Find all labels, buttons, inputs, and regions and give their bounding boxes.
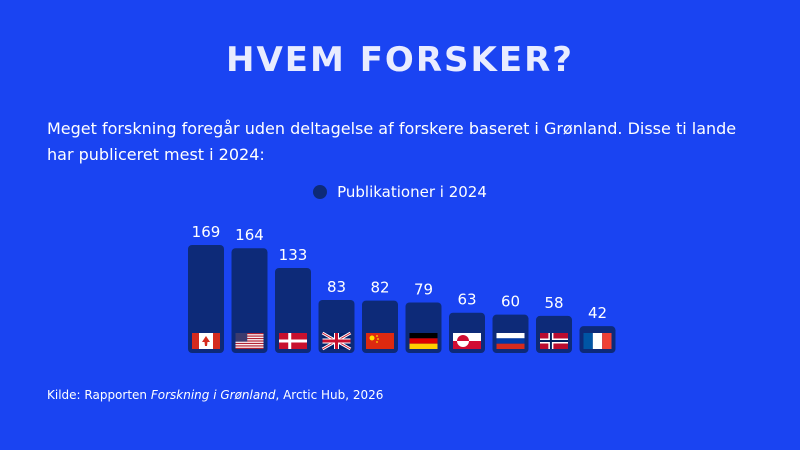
source-report-title: Forskning i Grønland [150,388,276,402]
usa-flag-icon [235,333,264,349]
china-flag-icon [366,333,394,349]
source-note: Kilde: Rapporten Forskning i Grønland, A… [47,388,383,402]
legend-swatch [313,185,328,199]
bar-value-label: 63 [457,291,476,309]
legend: Publikationer i 2024 [0,183,800,201]
canada-flag-icon [192,333,220,349]
chart-subtitle: Meget forskning foregår uden deltagelse … [47,119,737,164]
bar [231,248,268,353]
bar-value-label: 42 [588,304,607,322]
greenland-flag-icon [453,333,481,349]
denmark-flag-icon [279,333,307,349]
bar-value-label: 169 [192,223,221,241]
chart-title: HVEM FORSKER? [226,40,574,80]
bar-value-label: 60 [501,293,520,311]
bar-value-label: 82 [370,279,389,297]
legend-label: Publikationer i 2024 [337,183,487,201]
germany-flag-icon [409,333,438,349]
bar [275,268,311,353]
source-suffix: , Arctic Hub, 2026 [275,388,384,402]
bar-value-label: 58 [544,294,563,312]
bar-value-label: 79 [414,281,433,299]
bar-value-label: 164 [235,226,264,244]
norway-flag-icon [540,333,568,349]
russia-flag-icon [496,333,525,349]
bar-value-label: 133 [279,246,308,264]
source-prefix: Kilde: Rapporten [47,388,151,402]
france-flag-icon [583,333,612,349]
bar-value-label: 83 [327,278,346,296]
bar [188,245,224,353]
uk-flag-icon [321,331,352,351]
